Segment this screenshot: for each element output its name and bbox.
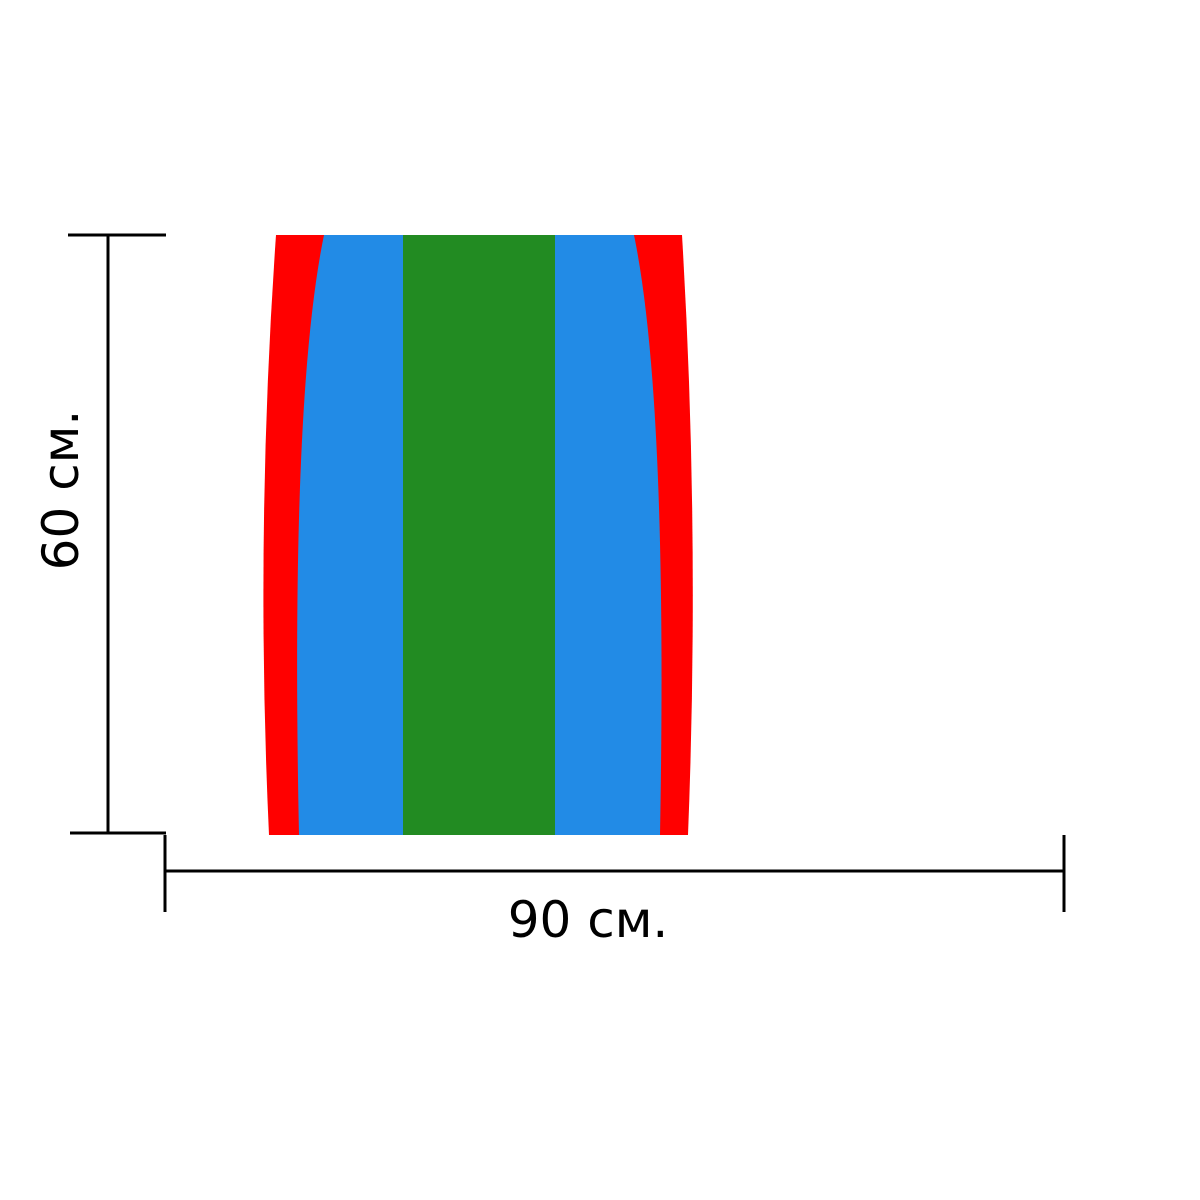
skirt xyxy=(263,235,693,835)
green-band xyxy=(403,235,555,835)
width-label: 90 см. xyxy=(508,891,669,949)
dimension-lines xyxy=(68,233,1066,912)
height-label: 60 см. xyxy=(32,410,90,571)
